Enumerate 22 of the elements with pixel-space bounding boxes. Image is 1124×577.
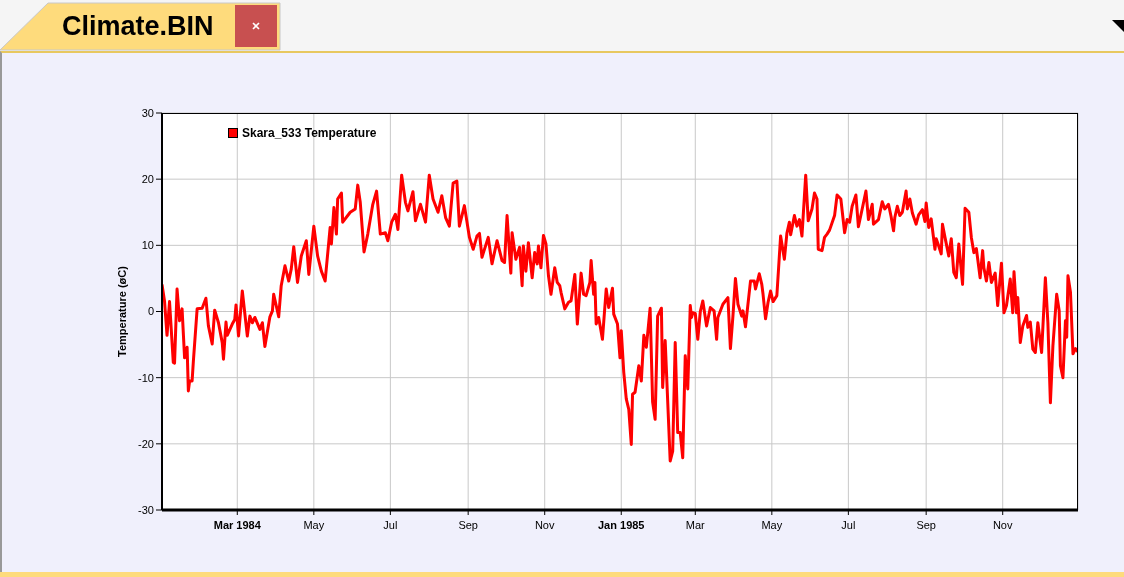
x-tick-label: May bbox=[303, 519, 325, 531]
x-tick-label: Nov bbox=[534, 519, 555, 531]
y-tick-label: -10 bbox=[138, 371, 154, 384]
x-tick-label: Sep bbox=[458, 519, 478, 531]
y-tick-label: 20 bbox=[141, 173, 154, 186]
x-tick-label: Nov bbox=[992, 519, 1013, 531]
y-tick-label: 10 bbox=[141, 239, 154, 252]
legend-label: Skara_533 Temperature bbox=[242, 126, 377, 140]
y-tick-label: -30 bbox=[138, 503, 154, 516]
x-tick-label: Mar 1984 bbox=[213, 519, 262, 531]
x-tick-label: Mar bbox=[685, 519, 706, 531]
x-tick-label: Jul bbox=[383, 519, 398, 531]
y-tick-label: 0 bbox=[147, 305, 154, 318]
y-tick-label: 30 bbox=[141, 106, 154, 119]
y-axis-title: Temperature (øC) bbox=[116, 265, 128, 357]
chart-title: Climate.BIN bbox=[62, 10, 214, 43]
x-tick-label: Jan 1985 bbox=[598, 519, 645, 531]
line-series bbox=[162, 173, 1078, 463]
x-tick-label: Sep bbox=[916, 519, 936, 531]
x-tick-label: Jul bbox=[841, 519, 856, 531]
x-tick-label: May bbox=[761, 519, 783, 531]
y-tick-label: -20 bbox=[138, 437, 154, 450]
